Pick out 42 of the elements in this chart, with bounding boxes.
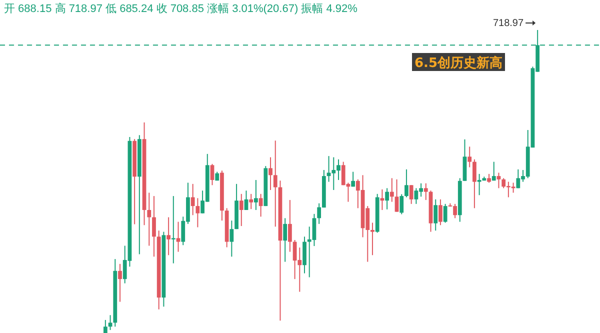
candlestick [288, 199, 292, 252]
candlestick [249, 193, 254, 210]
candlestick [390, 178, 394, 202]
candlestick [230, 220, 234, 258]
candlestick [190, 183, 195, 216]
candlestick [443, 203, 448, 224]
candlestick [496, 172, 501, 189]
candlestick [283, 218, 288, 262]
candlestick [268, 156, 272, 190]
candlestick [351, 171, 356, 188]
candlestick [400, 194, 404, 215]
candlestick [394, 178, 399, 212]
candlestick [254, 179, 258, 210]
candlestick [273, 140, 278, 228]
candlestick [472, 158, 476, 209]
candlestick [380, 188, 384, 210]
candlestick [370, 222, 374, 256]
candlestick [108, 314, 112, 330]
candlestick [317, 202, 322, 224]
candlestick [434, 198, 438, 232]
candlestick [492, 161, 496, 182]
candlestick [404, 168, 408, 198]
candlestick [166, 216, 170, 256]
candlestick [258, 193, 263, 218]
candlestick [302, 236, 306, 274]
candlestick [147, 192, 152, 246]
candlestick [468, 146, 472, 168]
annotation: 6.5创历史新高 [414, 55, 503, 71]
candlestick [210, 163, 214, 186]
candlestick [171, 196, 176, 264]
candlestick [196, 198, 200, 228]
text: 开 688.15 高 718.97 低 685.24 收 708.85 涨幅 3.01%(20.67) 振幅 4.92% [4, 2, 358, 15]
candlestick [103, 319, 108, 333]
candlestick [424, 182, 428, 200]
candlestick [438, 198, 442, 226]
candlestick [409, 184, 414, 204]
candlestick [118, 263, 122, 302]
text: 718.97 [492, 18, 524, 29]
candlestick [239, 193, 244, 227]
candlestick [385, 188, 389, 210]
candlestick [152, 196, 156, 258]
candlestick [176, 221, 180, 252]
